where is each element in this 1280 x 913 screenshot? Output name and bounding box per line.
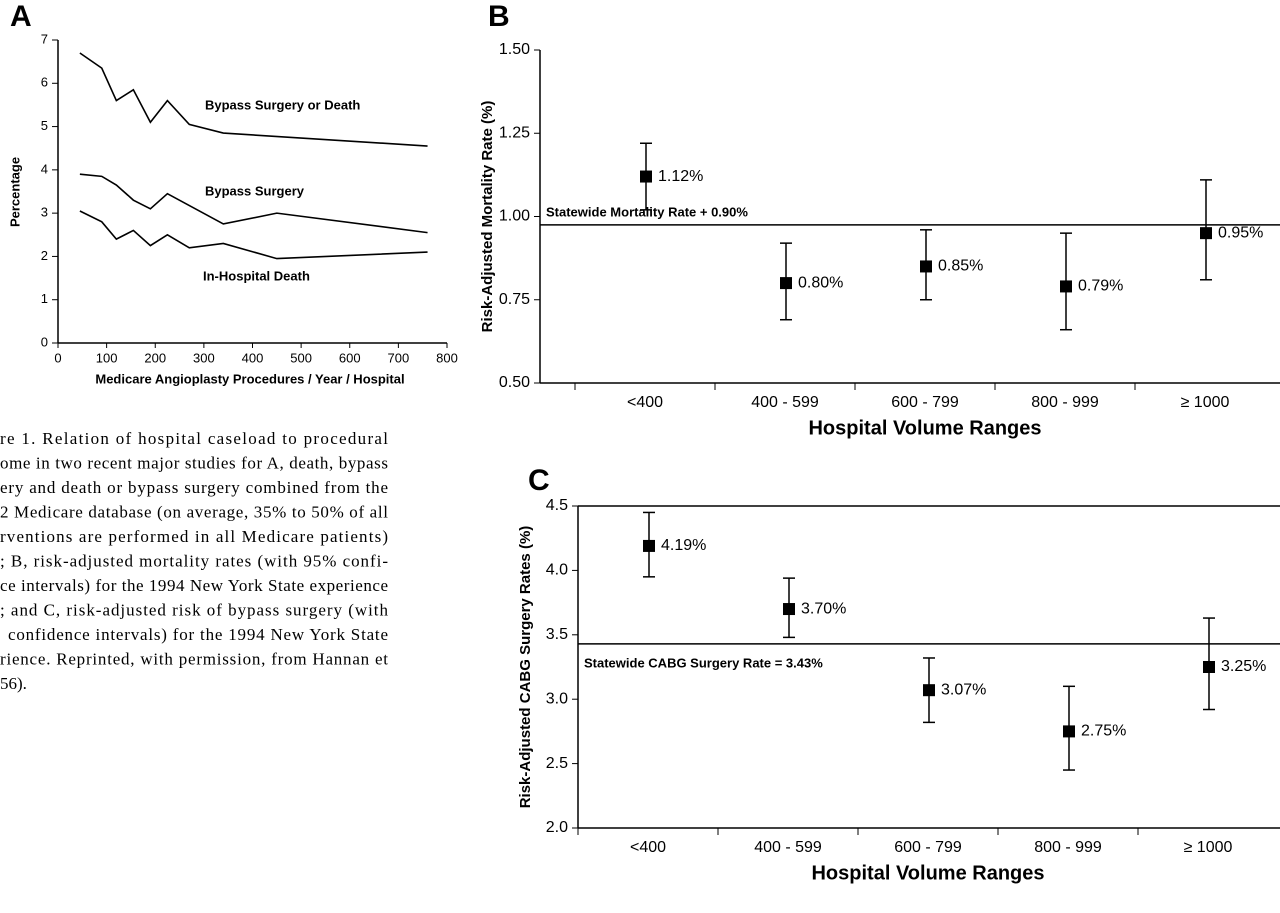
y-tick-label: 1.00 <box>499 208 530 225</box>
value-label: 1.12% <box>658 168 703 185</box>
x-tick-label: ≥ 1000 <box>1184 839 1233 856</box>
y-tick-label: 3.5 <box>546 626 568 643</box>
caption-line: rventions are performed in all Medicare … <box>0 527 388 546</box>
value-label: 2.75% <box>1081 723 1126 740</box>
value-label: 0.80% <box>798 274 843 291</box>
x-axis-title: Hospital Volume Ranges <box>808 417 1041 439</box>
series-line <box>79 52 428 147</box>
panel-label: B <box>488 0 510 33</box>
marker <box>783 603 795 616</box>
y-tick-label: 2.5 <box>546 755 568 772</box>
reference-label: Statewide Mortality Rate + 0.90% <box>546 204 748 219</box>
x-tick-label: 100 <box>96 350 118 365</box>
y-tick-label: 1.50 <box>499 41 530 58</box>
x-tick-label: 200 <box>144 350 166 365</box>
y-tick-label: 4.5 <box>546 497 568 514</box>
marker <box>780 277 792 290</box>
y-tick-label: 4.0 <box>546 562 568 579</box>
caption-line: ; and C, risk-adjusted risk of bypass su… <box>0 600 388 619</box>
x-tick-label: 800 - 999 <box>1034 839 1102 856</box>
value-label: 0.79% <box>1078 278 1123 295</box>
y-tick-label: 1.25 <box>499 124 530 141</box>
x-tick-label: <400 <box>630 839 666 856</box>
caption-line: 56). <box>0 674 27 693</box>
y-tick-label: 2.0 <box>546 819 568 836</box>
x-tick-label: 0 <box>54 350 61 365</box>
x-axis-title: Hospital Volume Ranges <box>811 862 1044 884</box>
panel-label: C <box>528 464 550 497</box>
caption-line: 2 Medicare database (on average, 35% to … <box>0 502 388 521</box>
marker <box>1060 280 1072 293</box>
y-tick-label: 7 <box>41 31 48 46</box>
y-tick-label: 6 <box>41 75 48 90</box>
series-line <box>79 173 428 234</box>
y-tick-label: 3 <box>41 205 48 220</box>
y-tick-label: 3.0 <box>546 690 568 707</box>
marker <box>643 539 655 552</box>
value-label: 3.70% <box>801 600 846 617</box>
x-tick-label: 400 - 599 <box>754 839 822 856</box>
x-tick-label: ≥ 1000 <box>1181 394 1230 411</box>
y-axis-title: Percentage <box>7 157 22 227</box>
x-axis-title: Medicare Angioplasty Procedures / Year /… <box>95 371 404 386</box>
y-axis-title: Risk-Adjusted CABG Surgery Rates (%) <box>517 526 534 809</box>
x-tick-label: 600 - 799 <box>891 394 959 411</box>
value-label: 3.25% <box>1221 658 1266 675</box>
x-tick-label: 700 <box>388 350 410 365</box>
marker <box>920 260 932 273</box>
y-tick-label: 2 <box>41 248 48 263</box>
series-label: In-Hospital Death <box>203 268 310 283</box>
caption-line: re 1. Relation of hospital caseload to p… <box>0 429 388 448</box>
value-label: 0.85% <box>938 258 983 275</box>
y-tick-label: 4 <box>41 161 48 176</box>
value-label: 3.07% <box>941 681 986 698</box>
y-tick-label: 5 <box>41 118 48 133</box>
caption-line: rience. Reprinted, with permission, from… <box>0 649 388 668</box>
x-tick-label: 600 - 799 <box>894 839 962 856</box>
reference-label: Statewide CABG Surgery Rate = 3.43% <box>584 655 823 670</box>
y-tick-label: 0.50 <box>499 374 530 391</box>
series-label: Bypass Surgery or Death <box>205 97 360 112</box>
x-tick-label: 600 <box>339 350 361 365</box>
x-tick-label: 500 <box>290 350 312 365</box>
value-label: 0.95% <box>1218 224 1263 241</box>
marker <box>1063 725 1075 738</box>
caption-line: ; B, risk-adjusted mortality rates (with… <box>0 551 388 570</box>
marker <box>923 684 935 697</box>
marker <box>1200 227 1212 240</box>
marker <box>640 170 652 183</box>
caption-line: ce intervals) for the 1994 New York Stat… <box>0 576 388 595</box>
caption-line: confidence intervals) for the 1994 New Y… <box>8 625 388 644</box>
marker <box>1203 661 1215 673</box>
caption-line: ery and death or bypass surgery combined… <box>0 478 388 497</box>
y-axis-title: Risk-Adjusted Mortality Rate (%) <box>479 101 496 333</box>
x-tick-label: 400 - 599 <box>751 394 819 411</box>
x-tick-label: 400 <box>242 350 264 365</box>
value-label: 4.19% <box>661 537 706 554</box>
series-line <box>79 210 428 260</box>
y-tick-label: 0 <box>41 334 48 349</box>
panel-label: A <box>10 0 32 33</box>
y-tick-label: 0.75 <box>499 291 530 308</box>
x-tick-label: <400 <box>627 394 663 411</box>
series-label: Bypass Surgery <box>205 183 305 198</box>
x-tick-label: 300 <box>193 350 215 365</box>
caption-line: ome in two recent major studies for A, d… <box>0 453 388 472</box>
y-tick-label: 1 <box>41 291 48 306</box>
x-tick-label: 800 <box>436 350 458 365</box>
x-tick-label: 800 - 999 <box>1031 394 1099 411</box>
